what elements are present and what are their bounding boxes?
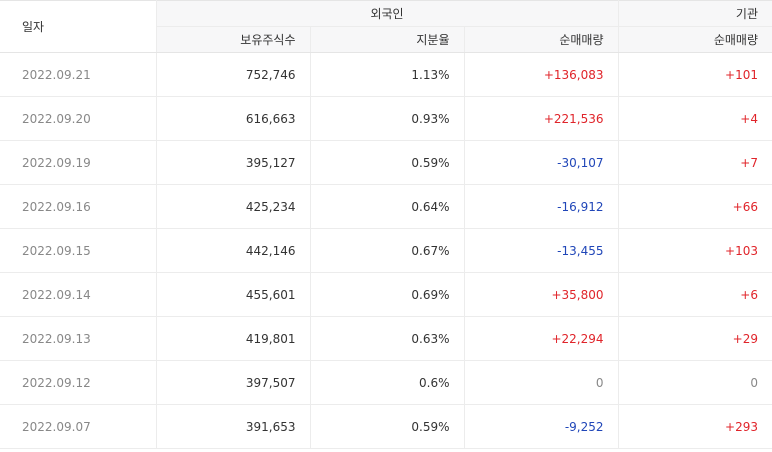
ratio-cell: 0.6% <box>309 360 464 405</box>
header-institution: 기관 <box>617 0 772 27</box>
header-date: 일자 <box>0 0 157 53</box>
holdings-cell: 455,601 <box>156 272 310 317</box>
date-cell: 2022.09.21 <box>0 52 157 97</box>
header-foreign-net: 순매매량 <box>463 26 618 53</box>
ratio-cell: 0.64% <box>309 184 464 229</box>
table-row: 2022.09.14 455,601 0.69% +35,800 +6 <box>0 272 772 317</box>
date-cell: 2022.09.16 <box>0 184 157 229</box>
inst-net-cell: +103 <box>617 228 772 273</box>
holdings-cell: 616,663 <box>156 96 310 141</box>
foreign-net-cell: +35,800 <box>463 272 618 317</box>
inst-net-cell: +7 <box>617 140 772 185</box>
inst-net-cell: +101 <box>617 52 772 97</box>
inst-net-cell: 0 <box>617 360 772 405</box>
ratio-cell: 0.59% <box>309 140 464 185</box>
ratio-cell: 0.59% <box>309 404 464 449</box>
foreign-net-cell: -16,912 <box>463 184 618 229</box>
table-row: 2022.09.15 442,146 0.67% -13,455 +103 <box>0 228 772 273</box>
header-inst-net: 순매매량 <box>617 26 772 53</box>
ratio-cell: 1.13% <box>309 52 464 97</box>
ratio-cell: 0.63% <box>309 316 464 361</box>
header-row-groups: 일자 외국인 기관 <box>0 0 772 53</box>
table-row: 2022.09.16 425,234 0.64% -16,912 +66 <box>0 184 772 229</box>
date-cell: 2022.09.13 <box>0 316 157 361</box>
table-row: 2022.09.21 752,746 1.13% +136,083 +101 <box>0 52 772 97</box>
inst-net-cell: +293 <box>617 404 772 449</box>
ratio-cell: 0.67% <box>309 228 464 273</box>
date-cell: 2022.09.20 <box>0 96 157 141</box>
foreign-net-cell: +136,083 <box>463 52 618 97</box>
header-holdings: 보유주식수 <box>156 26 310 53</box>
inst-net-cell: +6 <box>617 272 772 317</box>
table-row: 2022.09.13 419,801 0.63% +22,294 +29 <box>0 316 772 361</box>
holdings-cell: 419,801 <box>156 316 310 361</box>
foreign-net-cell: -13,455 <box>463 228 618 273</box>
ratio-cell: 0.93% <box>309 96 464 141</box>
holdings-cell: 425,234 <box>156 184 310 229</box>
header-ratio: 지분율 <box>309 26 464 53</box>
date-cell: 2022.09.19 <box>0 140 157 185</box>
table-row: 2022.09.12 397,507 0.6% 0 0 <box>0 360 772 405</box>
inst-net-cell: +66 <box>617 184 772 229</box>
foreign-net-cell: +22,294 <box>463 316 618 361</box>
table-row: 2022.09.07 391,653 0.59% -9,252 +293 <box>0 404 772 449</box>
holdings-cell: 442,146 <box>156 228 310 273</box>
date-cell: 2022.09.12 <box>0 360 157 405</box>
date-cell: 2022.09.14 <box>0 272 157 317</box>
foreign-net-cell: 0 <box>463 360 618 405</box>
table-body: 2022.09.21 752,746 1.13% +136,083 +101 2022.0… <box>0 52 772 449</box>
inst-net-cell: +4 <box>617 96 772 141</box>
foreign-net-cell: -9,252 <box>463 404 618 449</box>
table-row: 2022.09.19 395,127 0.59% -30,107 +7 <box>0 140 772 185</box>
date-cell: 2022.09.07 <box>0 404 157 449</box>
foreign-net-cell: +221,536 <box>463 96 618 141</box>
header-row-columns: 보유주식수 지분율 순매매량 순매매량 <box>0 26 772 53</box>
date-cell: 2022.09.15 <box>0 228 157 273</box>
holdings-cell: 752,746 <box>156 52 310 97</box>
holdings-cell: 395,127 <box>156 140 310 185</box>
inst-net-cell: +29 <box>617 316 772 361</box>
table-row: 2022.09.20 616,663 0.93% +221,536 +4 <box>0 96 772 141</box>
table-header: 일자 외국인 기관 보유주식수 지분율 순매매량 순매매량 <box>0 0 772 53</box>
holdings-cell: 397,507 <box>156 360 310 405</box>
foreign-net-cell: -30,107 <box>463 140 618 185</box>
header-foreign: 외국인 <box>156 0 618 27</box>
holdings-cell: 391,653 <box>156 404 310 449</box>
ratio-cell: 0.69% <box>309 272 464 317</box>
